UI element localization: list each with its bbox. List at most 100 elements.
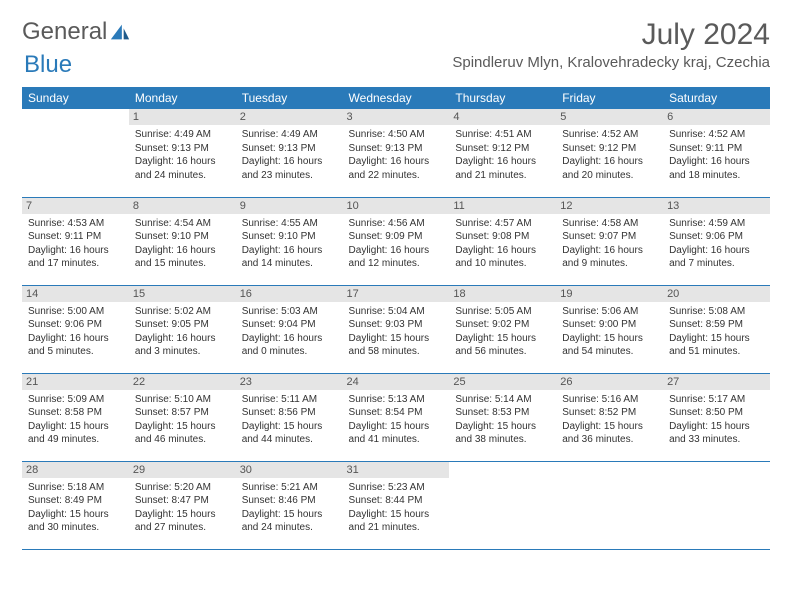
day-number: 14 [22, 286, 129, 302]
day-number: 18 [449, 286, 556, 302]
day-info: Sunrise: 4:49 AMSunset: 9:13 PMDaylight:… [242, 128, 337, 182]
calendar-day-cell: 30Sunrise: 5:21 AMSunset: 8:46 PMDayligh… [236, 461, 343, 549]
day-number: 1 [129, 109, 236, 125]
calendar-day-cell [449, 461, 556, 549]
calendar-day-cell: 23 Sunrise: 5:11 AMSunset: 8:56 PMDayligh… [236, 373, 343, 461]
calendar-day-cell: 11Sunrise: 4:57 AMSunset: 9:08 PMDayligh… [449, 197, 556, 285]
day-info: Sunrise: 4:51 AMSunset: 9:12 PMDaylight:… [455, 128, 550, 182]
day-info: Sunrise: 5:02 AMSunset: 9:05 PMDaylight:… [135, 305, 230, 359]
day-number: 20 [663, 286, 770, 302]
weekday-header: Wednesday [343, 87, 450, 109]
weekday-header: Saturday [663, 87, 770, 109]
calendar-day-cell: 18 Sunrise: 5:05 AMSunset: 9:02 PMDayligh… [449, 285, 556, 373]
day-info: Sunrise: 4:49 AMSunset: 9:13 PMDaylight:… [135, 128, 230, 182]
day-info: Sunrise: 4:55 AMSunset: 9:10 PMDaylight:… [242, 217, 337, 271]
calendar-week-row: 14 Sunrise: 5:00 AMSunset: 9:06 PMDayligh… [22, 285, 770, 373]
calendar-day-cell: 16 Sunrise: 5:03 AMSunset: 9:04 PMDayligh… [236, 285, 343, 373]
day-number: 27 [663, 374, 770, 390]
day-number: 17 [343, 286, 450, 302]
day-number: 22 [129, 374, 236, 390]
calendar-week-row: 28 Sunrise: 5:18 AMSunset: 8:49 PMDayligh… [22, 461, 770, 549]
day-number: 24 [343, 374, 450, 390]
calendar-day-cell [663, 461, 770, 549]
calendar-day-cell: 24 Sunrise: 5:13 AMSunset: 8:54 PMDayligh… [343, 373, 450, 461]
day-number: 31 [343, 462, 450, 478]
calendar-day-cell: 29Sunrise: 5:20 AMSunset: 8:47 PMDayligh… [129, 461, 236, 549]
day-number: 21 [22, 374, 129, 390]
day-number: 6 [663, 109, 770, 125]
calendar-day-cell: 19 Sunrise: 5:06 AMSunset: 9:00 PMDayligh… [556, 285, 663, 373]
calendar-day-cell: 22 Sunrise: 5:10 AMSunset: 8:57 PMDayligh… [129, 373, 236, 461]
day-number: 7 [22, 198, 129, 214]
day-info: Sunrise: 5:13 AMSunset: 8:54 PMDaylight:… [349, 393, 444, 447]
day-info: Sunrise: 4:50 AMSunset: 9:13 PMDaylight:… [349, 128, 444, 182]
calendar-day-cell: 7 Sunrise: 4:53 AMSunset: 9:11 PMDaylight… [22, 197, 129, 285]
day-number: 26 [556, 374, 663, 390]
day-info: Sunrise: 5:09 AMSunset: 8:58 PMDaylight:… [28, 393, 123, 447]
day-info: Sunrise: 5:14 AMSunset: 8:53 PMDaylight:… [455, 393, 550, 447]
logo-sail-icon [109, 22, 131, 42]
calendar-week-row: 7 Sunrise: 4:53 AMSunset: 9:11 PMDaylight… [22, 197, 770, 285]
calendar-day-cell: 6Sunrise: 4:52 AMSunset: 9:11 PMDaylight… [663, 109, 770, 197]
calendar-week-row: 1 Sunrise: 4:49 AMSunset: 9:13 PMDaylight… [22, 109, 770, 197]
calendar-day-cell: 13 Sunrise: 4:59 AMSunset: 9:06 PMDayligh… [663, 197, 770, 285]
day-info: Sunrise: 4:54 AMSunset: 9:10 PMDaylight:… [135, 217, 230, 271]
calendar-day-cell: 25Sunrise: 5:14 AMSunset: 8:53 PMDayligh… [449, 373, 556, 461]
day-number: 12 [556, 198, 663, 214]
calendar-day-cell: 4 Sunrise: 4:51 AMSunset: 9:12 PMDaylight… [449, 109, 556, 197]
day-number: 3 [343, 109, 450, 125]
day-info: Sunrise: 5:11 AMSunset: 8:56 PMDaylight:… [242, 393, 337, 447]
calendar-day-cell: 21 Sunrise: 5:09 AMSunset: 8:58 PMDayligh… [22, 373, 129, 461]
day-info: Sunrise: 4:53 AMSunset: 9:11 PMDaylight:… [28, 217, 123, 271]
day-info: Sunrise: 4:58 AMSunset: 9:07 PMDaylight:… [562, 217, 657, 271]
logo-text-blue: Blue [24, 51, 72, 78]
day-number: 28 [22, 462, 129, 478]
calendar-day-cell: 15 Sunrise: 5:02 AMSunset: 9:05 PMDayligh… [129, 285, 236, 373]
calendar-day-cell: 10 Sunrise: 4:56 AMSunset: 9:09 PMDayligh… [343, 197, 450, 285]
day-number: 15 [129, 286, 236, 302]
day-number: 19 [556, 286, 663, 302]
calendar-day-cell: 20 Sunrise: 5:08 AMSunset: 8:59 PMDayligh… [663, 285, 770, 373]
title-block: July 2024 Spindleruv Mlyn, Kralovehradec… [452, 18, 770, 71]
day-info: Sunrise: 5:20 AMSunset: 8:47 PMDaylight:… [135, 481, 230, 535]
calendar-day-cell: 12 Sunrise: 4:58 AMSunset: 9:07 PMDayligh… [556, 197, 663, 285]
calendar-day-cell: 28 Sunrise: 5:18 AMSunset: 8:49 PMDayligh… [22, 461, 129, 549]
calendar-day-cell: 8 Sunrise: 4:54 AMSunset: 9:10 PMDaylight… [129, 197, 236, 285]
weekday-header: Friday [556, 87, 663, 109]
day-number: 9 [236, 198, 343, 214]
day-info: Sunrise: 5:03 AMSunset: 9:04 PMDaylight:… [242, 305, 337, 359]
weekday-header: Thursday [449, 87, 556, 109]
calendar-day-cell: 2 Sunrise: 4:49 AMSunset: 9:13 PMDaylight… [236, 109, 343, 197]
day-info: Sunrise: 5:16 AMSunset: 8:52 PMDaylight:… [562, 393, 657, 447]
day-number: 2 [236, 109, 343, 125]
calendar-day-cell: 9 Sunrise: 4:55 AMSunset: 9:10 PMDaylight… [236, 197, 343, 285]
day-info: Sunrise: 5:05 AMSunset: 9:02 PMDaylight:… [455, 305, 550, 359]
calendar-day-cell: 1 Sunrise: 4:49 AMSunset: 9:13 PMDaylight… [129, 109, 236, 197]
day-info: Sunrise: 4:57 AMSunset: 9:08 PMDaylight:… [455, 217, 550, 271]
calendar-header-row: SundayMondayTuesdayWednesdayThursdayFrid… [22, 87, 770, 109]
location-subtitle: Spindleruv Mlyn, Kralovehradecky kraj, C… [452, 54, 770, 71]
day-info: Sunrise: 5:23 AMSunset: 8:44 PMDaylight:… [349, 481, 444, 535]
calendar-table: SundayMondayTuesdayWednesdayThursdayFrid… [22, 87, 770, 550]
calendar-day-cell: 31 Sunrise: 5:23 AMSunset: 8:44 PMDayligh… [343, 461, 450, 549]
day-info: Sunrise: 4:59 AMSunset: 9:06 PMDaylight:… [669, 217, 764, 271]
day-number: 23 [236, 374, 343, 390]
day-number: 4 [449, 109, 556, 125]
day-info: Sunrise: 5:00 AMSunset: 9:06 PMDaylight:… [28, 305, 123, 359]
day-number: 13 [663, 198, 770, 214]
day-info: Sunrise: 5:06 AMSunset: 9:00 PMDaylight:… [562, 305, 657, 359]
calendar-day-cell: 17Sunrise: 5:04 AMSunset: 9:03 PMDayligh… [343, 285, 450, 373]
day-info: Sunrise: 4:56 AMSunset: 9:09 PMDaylight:… [349, 217, 444, 271]
day-number: 10 [343, 198, 450, 214]
day-number: 16 [236, 286, 343, 302]
weekday-header: Sunday [22, 87, 129, 109]
day-info: Sunrise: 5:10 AMSunset: 8:57 PMDaylight:… [135, 393, 230, 447]
calendar-day-cell: 26 Sunrise: 5:16 AMSunset: 8:52 PMDayligh… [556, 373, 663, 461]
weekday-header: Monday [129, 87, 236, 109]
day-info: Sunrise: 5:08 AMSunset: 8:59 PMDaylight:… [669, 305, 764, 359]
day-info: Sunrise: 5:18 AMSunset: 8:49 PMDaylight:… [28, 481, 123, 535]
day-info: Sunrise: 4:52 AMSunset: 9:12 PMDaylight:… [562, 128, 657, 182]
day-info: Sunrise: 5:17 AMSunset: 8:50 PMDaylight:… [669, 393, 764, 447]
calendar-day-cell: 3 Sunrise: 4:50 AMSunset: 9:13 PMDaylight… [343, 109, 450, 197]
day-number: 8 [129, 198, 236, 214]
